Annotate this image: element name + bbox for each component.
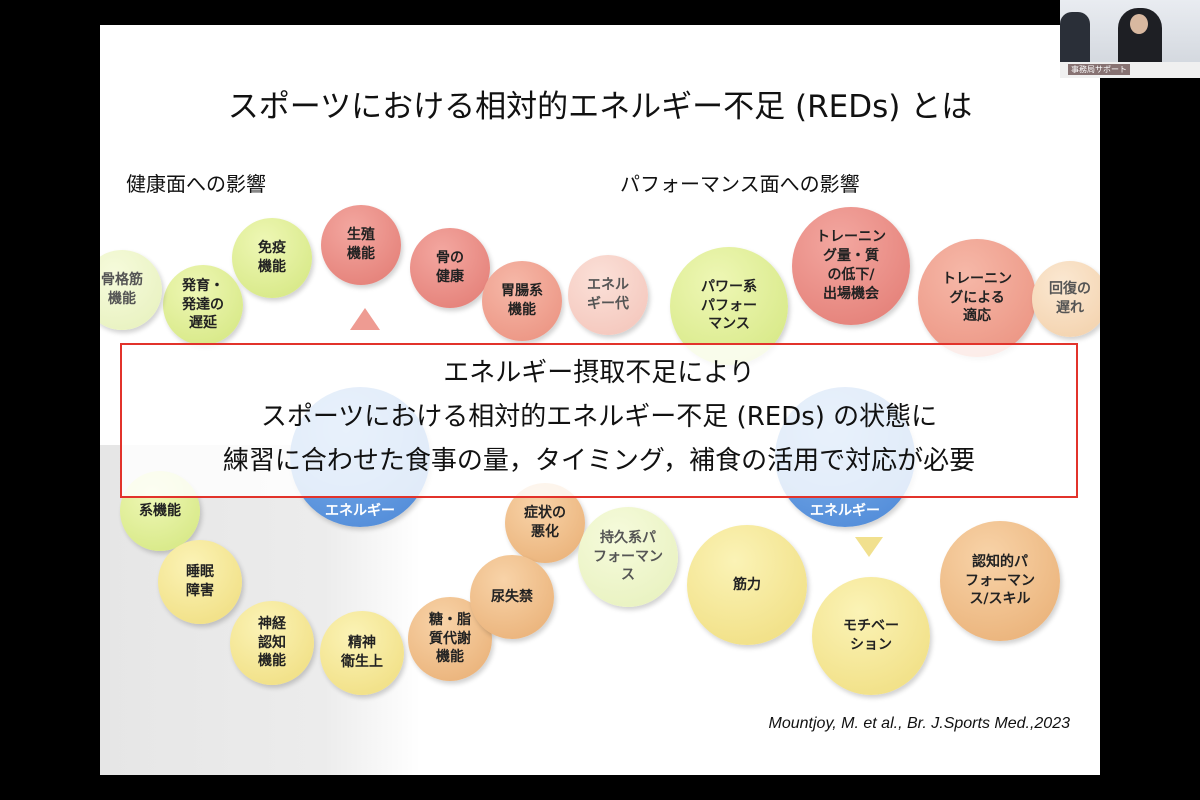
node-cognitive-performance: 認知的パ フォーマン ス/スキル [940,521,1060,641]
key-message-line-2: スポーツにおける相対的エネルギー不足 (REDs) の状態に [260,402,938,432]
performance-heading: パフォーマンス面への影響 [620,172,860,196]
presentation-slide: スポーツにおける相対的エネルギー不足 (REDs) とは 健康面への影響 パフォ… [100,25,1100,775]
citation: Mountjoy, M. et al., Br. J.Sports Med.,2… [768,715,1070,732]
key-message-line-1: エネルギー摂取不足により [443,358,755,388]
arrow-up-icon [350,308,380,330]
node-strength: 筋力 [687,525,807,645]
node-mental-health: 精神 衛生上 [320,611,404,695]
node-training-quality: トレーニン グ量・質 の低下/ 出場機会 [792,207,910,325]
node-motivation: モチベー ション [812,577,930,695]
speaker-face [1130,14,1148,34]
node-sleep: 睡眠 障害 [158,540,242,624]
node-bone-health: 骨の 健康 [410,228,490,308]
node-immune: 免疫 機能 [232,218,312,298]
webcam-caption: 事務局サポート [1068,64,1130,75]
slide-title: スポーツにおける相対的エネルギー不足 (REDs) とは [227,89,973,125]
node-neurocognitive: 神経 認知 機能 [230,601,314,685]
node-incontinence: 尿失禁 [470,555,554,639]
node-glucose-lipid: 糖・脂 質代謝 機能 [408,597,492,681]
webcam-thumbnail[interactable]: 事務局サポート [1060,0,1200,78]
node-training-adaptation: トレーニン グによる 適応 [918,239,1036,357]
node-gastrointestinal: 胃腸系 機能 [482,261,562,341]
key-message-line-3: 練習に合わせた食事の量，タイミング，補食の活用で対応が必要 [222,446,976,476]
node-skeletal-muscle: 骨格筋 機能 [100,250,162,330]
key-message-box: エネルギー摂取不足により スポーツにおける相対的エネルギー不足 (REDs) の… [120,343,1078,498]
node-energy-metabolism: エネル ギー代 [568,255,648,335]
node-growth: 発育・ 発達の 遅延 [163,265,243,345]
node-recovery-delay: 回復の 遅れ [1032,261,1100,337]
arrow-down-icon [855,537,883,557]
health-heading: 健康面への影響 [126,172,266,196]
node-endurance-performance: 持久系パ フォーマン ス [578,507,678,607]
node-reproductive: 生殖 機能 [321,205,401,285]
